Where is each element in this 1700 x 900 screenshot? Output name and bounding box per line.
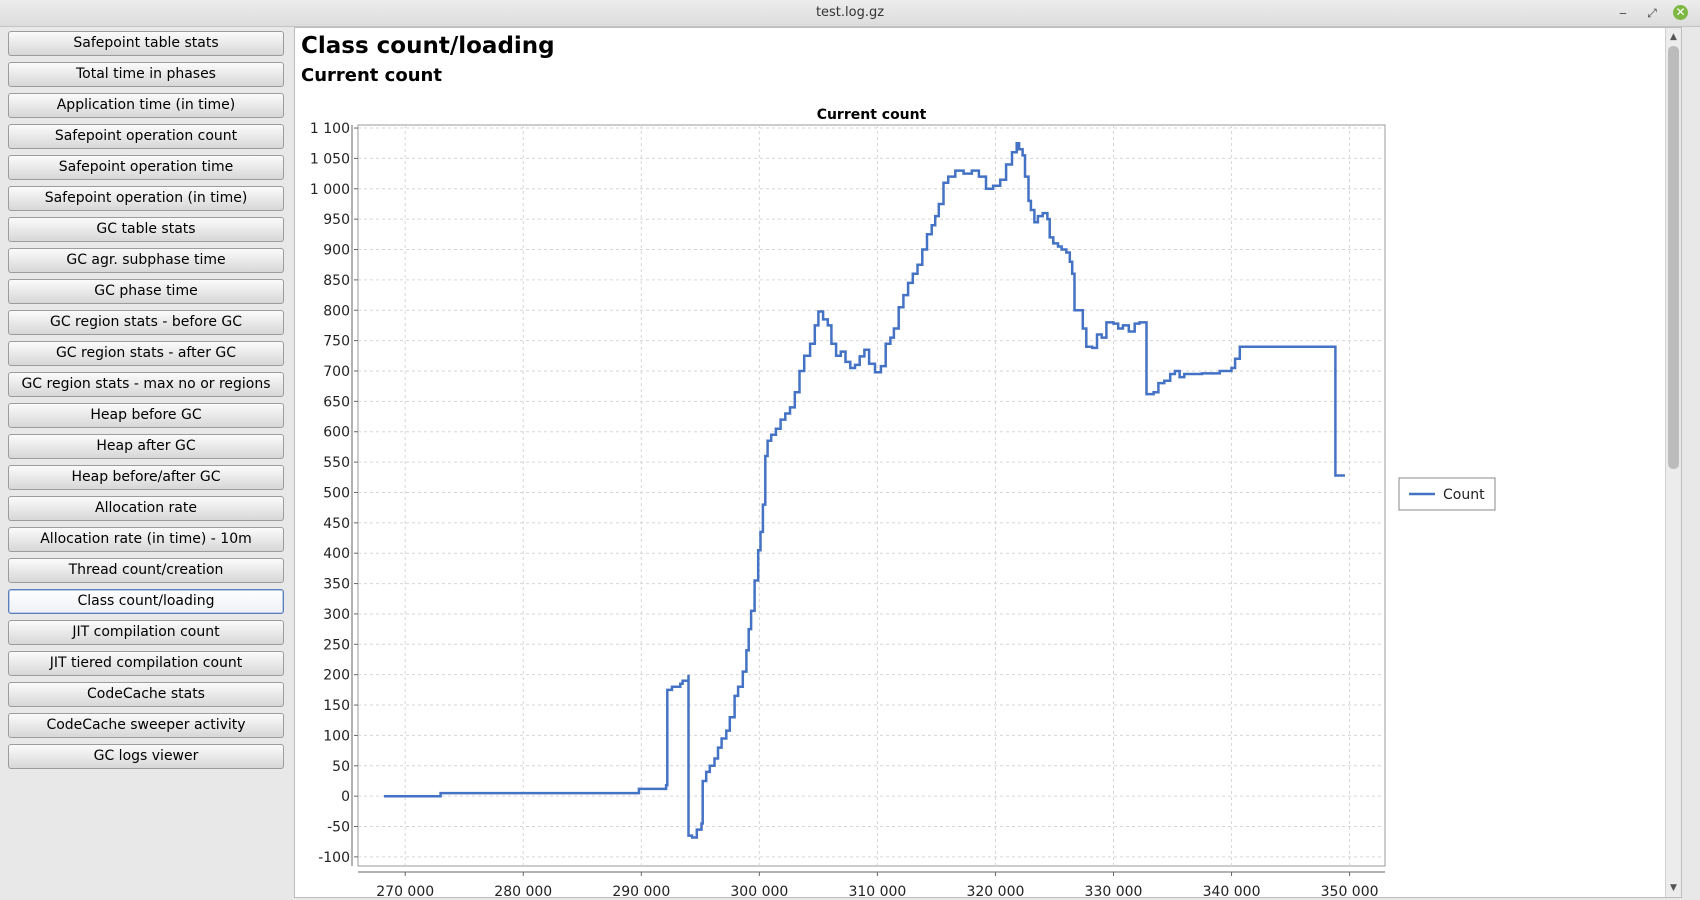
y-tick-label: 500 — [323, 485, 350, 501]
y-tick-label: 900 — [323, 243, 350, 259]
y-tick-label: 850 — [323, 273, 350, 289]
close-icon[interactable]: ✕ — [1673, 5, 1688, 20]
y-tick-label: 750 — [323, 334, 350, 350]
y-tick-label: 700 — [323, 364, 350, 380]
y-tick-label: 1 050 — [310, 151, 350, 167]
sidebar-item-gc-agr-subphase-time[interactable]: GC agr. subphase time — [8, 248, 284, 273]
sidebar-item-safepoint-operation-time[interactable]: Safepoint operation time — [8, 155, 284, 180]
sidebar-item-heap-after-gc[interactable]: Heap after GC — [8, 434, 284, 459]
window-titlebar: test.log.gz ‒ ⤢ ✕ — [0, 0, 1700, 27]
sidebar-item-codecache-sweeper-activity[interactable]: CodeCache sweeper activity — [8, 713, 284, 738]
sidebar-item-application-time-in-time[interactable]: Application time (in time) — [8, 93, 284, 118]
y-tick-label: 1 100 — [310, 121, 350, 137]
sidebar-item-gc-table-stats[interactable]: GC table stats — [8, 217, 284, 242]
scroll-up-icon[interactable]: ▲ — [1670, 32, 1677, 42]
y-tick-label: 100 — [323, 728, 350, 744]
sidebar-item-gc-logs-viewer[interactable]: GC logs viewer — [8, 744, 284, 769]
sidebar-item-class-count-loading[interactable]: Class count/loading — [8, 589, 284, 614]
y-tick-label: 950 — [323, 212, 350, 228]
sidebar-item-heap-before-gc[interactable]: Heap before GC — [8, 403, 284, 428]
y-tick-label: 250 — [323, 637, 350, 653]
y-tick-label: -50 — [327, 820, 350, 836]
page-title: Class count/loading — [301, 33, 555, 59]
restore-icon[interactable]: ⤢ — [1647, 6, 1657, 20]
y-tick-label: 450 — [323, 516, 350, 532]
scrollbar-thumb[interactable] — [1668, 46, 1679, 469]
class-count-chart: -100 -50 0 50 100 150 200 250 300 350 400 450 500 550… — [310, 107, 1496, 899]
sidebar-item-total-time-in-phases[interactable]: Total time in phases — [8, 62, 284, 87]
sidebar-item-gc-phase-time[interactable]: GC phase time — [8, 279, 284, 304]
y-tick-label: 300 — [323, 607, 350, 623]
y-tick-label: 550 — [323, 455, 350, 471]
sidebar-item-jit-tiered-compilation-count[interactable]: JIT tiered compilation count — [8, 651, 284, 676]
sidebar-item-thread-count-creation[interactable]: Thread count/creation — [8, 558, 284, 583]
x-tick-label: 320 000 — [966, 884, 1024, 899]
page-subtitle: Current count — [301, 65, 442, 86]
x-tick-label: 270 000 — [376, 884, 434, 899]
y-tick-label: 650 — [323, 394, 350, 410]
scroll-down-icon[interactable]: ▼ — [1670, 883, 1677, 893]
sidebar-item-allocation-rate[interactable]: Allocation rate — [8, 496, 284, 521]
sidebar-item-jit-compilation-count[interactable]: JIT compilation count — [8, 620, 284, 645]
legend-label: Count — [1443, 487, 1485, 503]
y-tick-label: 350 — [323, 577, 350, 593]
x-tick-label: 280 000 — [494, 884, 552, 899]
y-tick-label: 400 — [323, 546, 350, 562]
y-tick-label: 150 — [323, 698, 350, 714]
sidebar-item-safepoint-operation-count[interactable]: Safepoint operation count — [8, 124, 284, 149]
vertical-scrollbar[interactable]: ▲ ▼ — [1665, 28, 1681, 897]
sidebar-item-gc-region-stats-before-gc[interactable]: GC region stats - before GC — [8, 310, 284, 335]
y-tick-label: -100 — [318, 850, 350, 866]
y-tick-label: 0 — [341, 789, 350, 805]
sidebar-item-allocation-rate-in-time-10m[interactable]: Allocation rate (in time) - 10m — [8, 527, 284, 552]
y-tick-label: 200 — [323, 668, 350, 684]
y-tick-label: 800 — [323, 303, 350, 319]
minimize-icon[interactable]: ‒ — [1619, 6, 1627, 20]
plot-area — [357, 124, 1386, 867]
x-tick-label: 330 000 — [1085, 884, 1143, 899]
sidebar-item-gc-region-stats-max-no-or-regions[interactable]: GC region stats - max no or regions — [8, 372, 284, 397]
y-tick-label: 50 — [332, 759, 350, 775]
y-tick-label: 1 000 — [310, 182, 350, 198]
main-panel: Class count/loading Current count -100 -5… — [294, 27, 1682, 899]
window-title: test.log.gz — [815, 5, 885, 20]
y-tick-label: 600 — [323, 425, 350, 441]
x-tick-label: 310 000 — [848, 884, 906, 899]
sidebar-item-heap-before-after-gc[interactable]: Heap before/after GC — [8, 465, 284, 490]
x-tick-label: 290 000 — [612, 884, 670, 899]
sidebar-item-gc-region-stats-after-gc[interactable]: GC region stats - after GC — [8, 341, 284, 366]
x-tick-label: 300 000 — [730, 884, 788, 899]
chart-title: Current count — [817, 107, 927, 123]
sidebar-item-safepoint-operation-in-time[interactable]: Safepoint operation (in time) — [8, 186, 284, 211]
series-line-count — [384, 141, 1345, 839]
x-tick-label: 350 000 — [1321, 884, 1379, 899]
sidebar-item-safepoint-table-stats[interactable]: Safepoint table stats — [8, 31, 284, 56]
x-tick-label: 340 000 — [1203, 884, 1261, 899]
sidebar-item-codecache-stats[interactable]: CodeCache stats — [8, 682, 284, 707]
